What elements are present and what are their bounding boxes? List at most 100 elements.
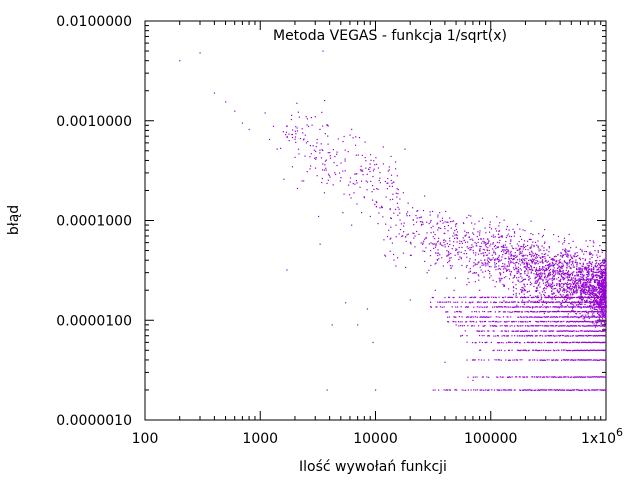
data-point xyxy=(589,288,591,290)
data-point xyxy=(601,298,603,300)
floor-band-point xyxy=(601,359,603,361)
data-point xyxy=(547,285,550,287)
floor-band-point xyxy=(577,310,579,313)
floor-band-point xyxy=(590,335,592,337)
data-point xyxy=(403,231,405,233)
data-point xyxy=(553,292,555,294)
floor-band-point xyxy=(517,316,519,318)
data-point xyxy=(538,273,540,275)
floor-band-point xyxy=(587,334,590,337)
data-point xyxy=(522,260,524,262)
floor-band-point xyxy=(470,296,472,299)
floor-band-point xyxy=(604,376,606,378)
data-point xyxy=(397,214,399,216)
floor-band-point xyxy=(547,334,549,337)
floor-band-point xyxy=(479,349,482,351)
data-point xyxy=(556,278,558,280)
data-point xyxy=(499,260,501,262)
floor-band-point xyxy=(506,330,508,332)
floor-band-point xyxy=(567,306,569,308)
data-point xyxy=(562,269,564,272)
data-point xyxy=(605,284,607,286)
data-point xyxy=(600,262,603,264)
floor-band-point xyxy=(558,376,560,378)
data-point xyxy=(484,244,487,246)
data-point xyxy=(579,268,581,270)
data-point xyxy=(319,128,321,131)
data-point xyxy=(446,242,448,245)
data-point xyxy=(572,260,574,262)
floor-band-point xyxy=(502,342,504,344)
data-point xyxy=(428,269,430,271)
floor-band-point xyxy=(482,306,484,308)
floor-band-point xyxy=(597,321,599,323)
floor-band-point xyxy=(466,335,468,337)
data-point xyxy=(539,286,541,288)
floor-band-point xyxy=(453,321,455,323)
floor-band-point xyxy=(573,311,575,313)
floor-band-point xyxy=(596,341,599,344)
data-point xyxy=(586,281,589,283)
data-point xyxy=(584,293,586,295)
data-point xyxy=(599,300,601,302)
data-point xyxy=(593,303,595,305)
data-point xyxy=(569,293,571,295)
data-point xyxy=(574,279,576,281)
floor-band-point xyxy=(470,321,472,323)
data-point xyxy=(516,261,518,264)
data-point xyxy=(407,202,409,204)
floor-band-point xyxy=(596,349,599,351)
data-point xyxy=(390,217,392,220)
floor-band-point xyxy=(537,321,540,323)
floor-band-point xyxy=(575,335,577,337)
data-point xyxy=(564,248,566,250)
floor-band-point xyxy=(558,301,560,303)
data-point xyxy=(535,290,537,292)
data-point xyxy=(415,221,418,223)
data-point xyxy=(547,273,550,276)
floor-band-point xyxy=(518,335,520,337)
floor-band-point xyxy=(591,306,594,308)
data-point xyxy=(583,267,585,270)
data-point xyxy=(503,285,505,287)
floor-band-point xyxy=(570,330,573,332)
data-point xyxy=(554,263,556,265)
data-point xyxy=(549,283,551,285)
floor-band-point xyxy=(539,306,541,308)
data-point xyxy=(575,285,577,287)
data-point xyxy=(372,341,374,344)
floor-band-point xyxy=(550,316,552,318)
floor-band-point xyxy=(474,296,476,298)
floor-band-point xyxy=(591,311,593,313)
data-point xyxy=(362,174,364,176)
floor-band-point xyxy=(508,296,510,299)
data-point xyxy=(591,278,593,280)
data-point xyxy=(526,291,528,293)
data-point xyxy=(546,280,549,283)
floor-band-point xyxy=(534,335,536,337)
floor-band-point xyxy=(598,316,600,318)
floor-band-point xyxy=(562,296,564,298)
data-point xyxy=(587,275,589,277)
floor-band-point xyxy=(575,349,577,352)
data-point xyxy=(567,290,569,292)
floor-band-point xyxy=(452,296,454,299)
floor-band-point xyxy=(555,389,558,391)
floor-band-point xyxy=(552,316,554,318)
floor-band-point xyxy=(546,325,548,327)
data-point xyxy=(498,261,500,263)
floor-band-point xyxy=(574,376,576,378)
floor-band-point xyxy=(584,389,586,391)
data-point xyxy=(570,287,572,290)
floor-band-point xyxy=(593,376,595,378)
data-point xyxy=(562,271,564,273)
data-point xyxy=(549,265,551,267)
floor-band-point xyxy=(471,301,473,303)
floor-band-point xyxy=(504,296,506,298)
data-point xyxy=(381,205,383,207)
data-point xyxy=(544,260,546,262)
data-point xyxy=(320,143,322,145)
floor-band-point xyxy=(558,316,560,318)
floor-band-point xyxy=(563,349,565,351)
data-point xyxy=(536,300,539,303)
